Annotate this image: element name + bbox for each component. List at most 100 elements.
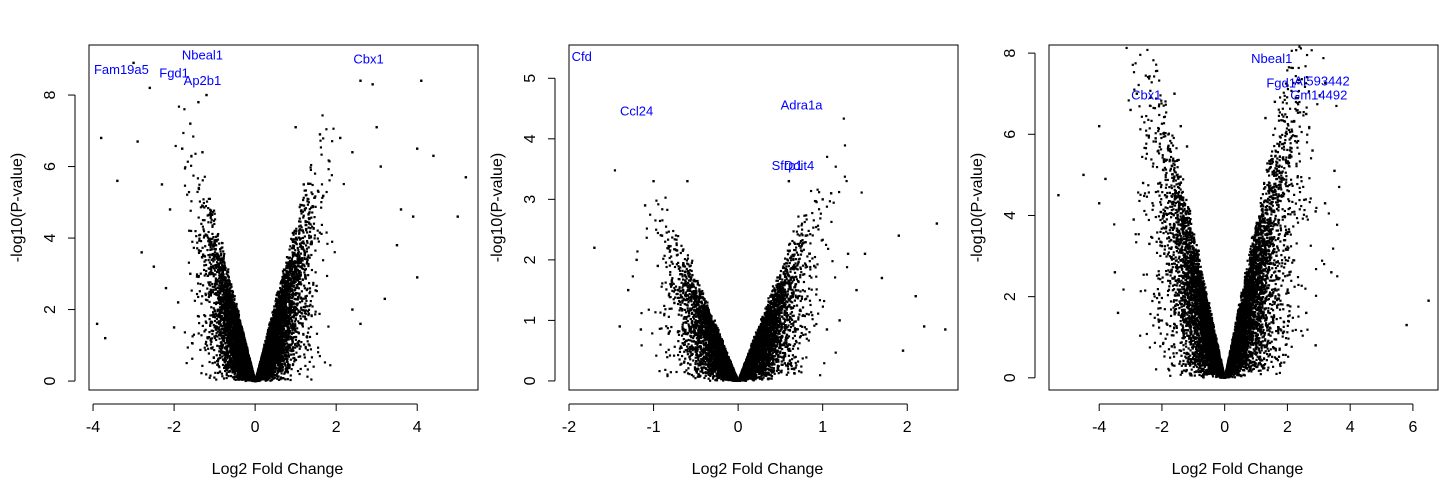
data-point — [296, 369, 300, 373]
data-point — [218, 329, 221, 332]
data-point — [225, 348, 228, 351]
data-point — [207, 347, 210, 350]
data-point — [280, 372, 283, 375]
data-point — [287, 338, 290, 341]
data-point — [207, 221, 210, 224]
data-point — [212, 275, 215, 278]
data-point — [306, 305, 309, 308]
data-point — [231, 371, 234, 374]
data-point — [314, 195, 317, 198]
data-point — [306, 241, 309, 244]
data-point — [220, 277, 223, 280]
data-point — [208, 300, 211, 304]
data-point — [220, 332, 223, 335]
data-point — [294, 249, 297, 252]
data-point — [216, 261, 219, 264]
data-point — [283, 354, 286, 357]
data-point — [296, 246, 299, 250]
data-point — [209, 208, 212, 211]
data-point — [295, 283, 298, 287]
data-point — [281, 275, 284, 279]
data-point — [210, 258, 213, 262]
data-point — [211, 314, 214, 317]
data-point — [292, 281, 295, 284]
data-point — [207, 295, 210, 299]
data-point — [300, 212, 303, 215]
data-point — [310, 325, 313, 329]
data-point — [296, 292, 299, 295]
data-point — [204, 272, 207, 276]
data-point — [299, 252, 303, 255]
data-point — [196, 190, 199, 194]
data-point — [302, 198, 305, 202]
data-point — [198, 290, 201, 293]
data-point — [207, 253, 210, 257]
data-point — [199, 348, 202, 351]
data-point — [213, 212, 216, 215]
data-point — [218, 353, 222, 357]
data-point — [300, 340, 303, 344]
y-tick-label: 2 — [42, 305, 59, 314]
data-point — [270, 320, 273, 323]
data-point — [309, 227, 312, 230]
data-point — [202, 230, 206, 233]
data-point — [302, 248, 305, 251]
data-point — [200, 222, 203, 225]
data-point — [312, 283, 315, 286]
data-point — [310, 253, 313, 257]
data-point — [305, 227, 308, 231]
data-point — [279, 376, 282, 379]
data-point — [220, 327, 223, 330]
data-point — [278, 304, 281, 307]
data-point — [283, 322, 286, 325]
data-point — [197, 275, 200, 279]
data-point — [203, 175, 206, 178]
data-point — [221, 345, 224, 348]
x-tick-label: 0 — [251, 419, 260, 436]
data-point — [182, 131, 185, 135]
data-point — [208, 324, 212, 327]
data-point — [298, 231, 301, 234]
data-point — [320, 232, 323, 235]
data-point — [294, 232, 297, 235]
data-point — [311, 211, 314, 214]
data-point — [222, 292, 226, 295]
data-point — [218, 262, 221, 265]
data-point — [301, 236, 305, 240]
data-point — [240, 325, 243, 328]
data-point — [218, 274, 221, 277]
data-point — [331, 240, 334, 243]
data-point — [213, 267, 216, 270]
data-point — [297, 331, 300, 334]
x-tick-label: -4 — [86, 419, 100, 436]
data-point — [307, 282, 311, 285]
data-point — [328, 179, 331, 182]
data-point — [306, 240, 309, 243]
data-point — [214, 371, 217, 374]
data-point — [187, 261, 191, 264]
data-point — [216, 330, 219, 333]
data-point — [209, 211, 212, 214]
data-point — [205, 340, 208, 343]
data-point — [221, 355, 224, 358]
data-point — [327, 168, 330, 171]
data-point — [295, 265, 298, 268]
data-point — [194, 230, 197, 233]
data-point — [305, 247, 309, 250]
data-point — [285, 360, 289, 363]
data-point — [208, 241, 211, 244]
data-point — [218, 350, 221, 353]
data-point — [218, 312, 221, 315]
data-point — [216, 310, 219, 313]
data-point — [288, 267, 291, 271]
data-point — [307, 246, 310, 249]
data-point — [280, 364, 284, 367]
data-point — [321, 114, 324, 117]
data-point — [203, 206, 206, 209]
data-point — [286, 369, 289, 372]
data-point — [307, 264, 310, 268]
data-point — [220, 241, 224, 245]
data-point — [308, 256, 311, 259]
